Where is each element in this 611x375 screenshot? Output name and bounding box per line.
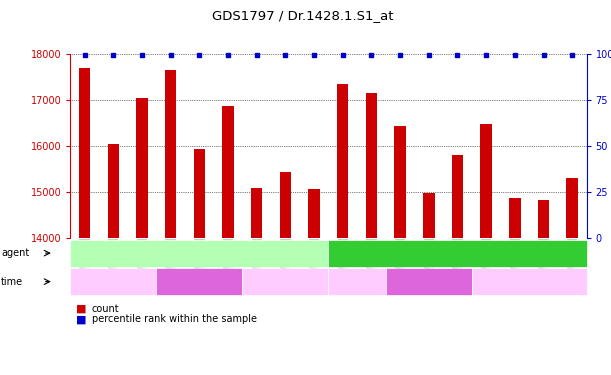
- Text: 1 d: 1 d: [105, 277, 122, 286]
- Text: control: control: [181, 248, 218, 258]
- Bar: [366, 93, 377, 375]
- Text: ■: ■: [76, 315, 87, 324]
- Bar: [108, 144, 119, 375]
- Bar: [222, 106, 234, 375]
- Bar: [337, 84, 348, 375]
- Text: 3 d: 3 d: [191, 277, 208, 286]
- Text: TCDD: TCDD: [443, 248, 472, 258]
- Bar: [394, 126, 406, 375]
- Bar: [452, 155, 463, 375]
- Bar: [309, 189, 320, 375]
- Text: percentile rank within the sample: percentile rank within the sample: [92, 315, 257, 324]
- Text: ■: ■: [76, 304, 87, 314]
- Bar: [136, 98, 148, 375]
- Text: 5 d: 5 d: [521, 277, 538, 286]
- Text: agent: agent: [1, 248, 29, 258]
- Bar: [480, 124, 492, 375]
- Bar: [194, 148, 205, 375]
- Bar: [423, 193, 434, 375]
- Bar: [509, 198, 521, 375]
- Text: 5 d: 5 d: [277, 277, 294, 286]
- Bar: [251, 188, 263, 375]
- Bar: [280, 172, 291, 375]
- Bar: [79, 68, 90, 375]
- Bar: [538, 200, 549, 375]
- Bar: [165, 70, 177, 375]
- Text: 1 d: 1 d: [349, 277, 365, 286]
- Text: GDS1797 / Dr.1428.1.S1_at: GDS1797 / Dr.1428.1.S1_at: [212, 9, 393, 22]
- Bar: [566, 178, 578, 375]
- Text: time: time: [1, 277, 23, 286]
- Text: count: count: [92, 304, 119, 314]
- Text: 3 d: 3 d: [420, 277, 437, 286]
